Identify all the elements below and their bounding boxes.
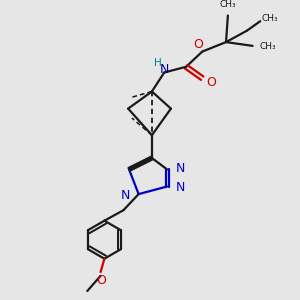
Text: O: O xyxy=(206,76,216,89)
Text: N: N xyxy=(176,181,185,194)
Text: H: H xyxy=(154,58,161,68)
Text: CH₃: CH₃ xyxy=(261,14,278,23)
Text: O: O xyxy=(194,38,203,51)
Text: N: N xyxy=(121,189,130,202)
Text: N: N xyxy=(176,162,185,175)
Text: N: N xyxy=(160,63,169,76)
Text: O: O xyxy=(97,274,106,287)
Text: CH₃: CH₃ xyxy=(260,42,276,51)
Text: CH₃: CH₃ xyxy=(220,0,236,9)
